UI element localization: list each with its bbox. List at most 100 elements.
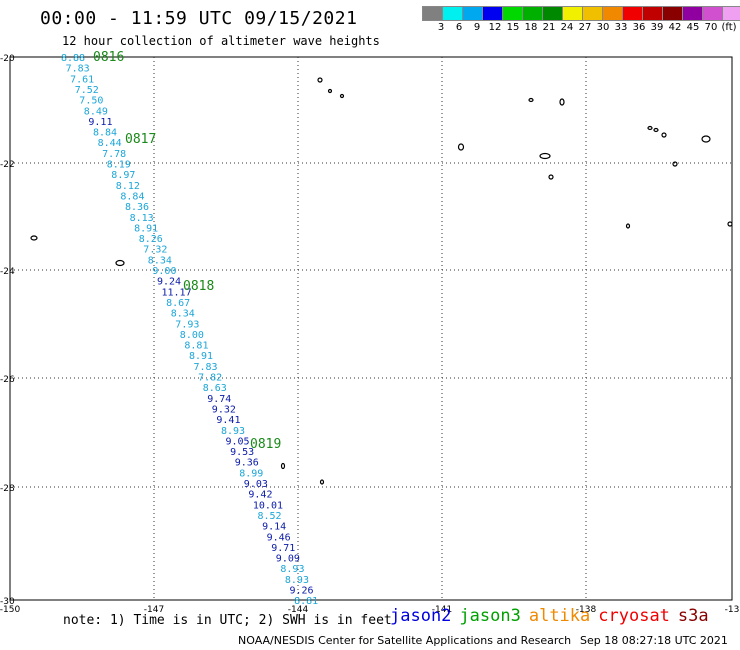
wave-height-value: 7.32 (143, 245, 167, 256)
wave-height-value: 7.52 (75, 85, 99, 96)
time-label: 0816 (93, 50, 124, 65)
wave-height-value: 8.36 (125, 202, 149, 213)
wave-height-value: 7.93 (175, 319, 199, 330)
colorbar-label: 36 (632, 22, 646, 33)
island-outline (339, 93, 345, 99)
wave-height-value: 9.03 (244, 479, 268, 490)
colorbar-label: 15 (506, 22, 520, 33)
wave-height-value: 8.12 (116, 181, 140, 192)
wave-height-value: 9.36 (235, 458, 259, 469)
y-tick-label: -30 (0, 597, 15, 607)
wave-height-value: 9.14 (262, 522, 286, 533)
time-label: 0818 (183, 279, 214, 294)
x-tick-label: -138 (576, 605, 597, 615)
x-tick-label: -144 (288, 605, 309, 615)
island-outline (115, 259, 125, 267)
wave-height-value: 8.84 (93, 128, 117, 139)
wave-height-value: 8.88 (61, 53, 85, 64)
island-outline (327, 88, 333, 94)
island-outline (625, 223, 631, 229)
wave-height-value: 9.42 (248, 490, 272, 501)
y-tick-label: -20 (0, 54, 15, 64)
wave-height-value: 7.83 (194, 362, 218, 373)
satellite-name: altika (528, 606, 591, 626)
island-outline (701, 135, 711, 143)
wave-height-value: 7.50 (79, 96, 103, 107)
wave-height-value: 10.01 (253, 500, 283, 511)
island-outline (319, 479, 325, 485)
wave-height-value: 9.41 (216, 415, 240, 426)
wave-height-value: 8.52 (258, 511, 282, 522)
satellite-name: s3a (677, 606, 709, 626)
colorbar-label: 27 (578, 22, 592, 33)
wave-height-value: 9.32 (212, 404, 236, 415)
wave-height-value: 9.09 (276, 554, 300, 565)
wave-height-value: 9.24 (157, 277, 181, 288)
colorbar-label: 33 (614, 22, 628, 33)
x-tick-label: -13 (725, 605, 740, 615)
wave-height-value: 7.82 (198, 373, 222, 384)
wave-height-value: 8.91 (189, 351, 213, 362)
wave-height-value: 8.91 (134, 223, 158, 234)
island-outline (280, 462, 286, 470)
y-tick-label: -26 (0, 375, 15, 385)
wave-height-value: 8.99 (239, 468, 263, 479)
wave-height-value: 8.81 (294, 596, 318, 607)
island-outline (539, 152, 551, 160)
satellite-track: 8.887.837.617.527.508.499.118.848.447.78… (61, 50, 318, 607)
wave-height-value: 8.84 (120, 192, 144, 203)
wave-height-value: 11.17 (162, 287, 192, 298)
wave-height-value: 7.78 (102, 149, 126, 160)
colorbar-label: 70 (704, 22, 718, 33)
colorbar-label: 24 (560, 22, 574, 33)
y-tick-label: -22 (0, 160, 15, 170)
wave-height-value: 8.44 (98, 138, 122, 149)
colorbar-label: 18 (524, 22, 538, 33)
axis-labels: -20 -22 -24 -26 -28 -30-150 -147 -144 -141 -138 -1… (0, 54, 739, 615)
map-subtitle: 12 hour collection of altimeter wave hei… (62, 34, 380, 48)
island-outline (528, 97, 534, 103)
colorbar-label: 6 (455, 22, 463, 33)
colorbar-label: 9 (473, 22, 481, 33)
island-outline (317, 77, 323, 83)
time-label: 0817 (125, 132, 156, 147)
wave-height-value: 9.05 (226, 436, 250, 447)
wave-height-value: 8.93 (280, 564, 304, 575)
colorbar-label: 42 (668, 22, 682, 33)
x-tick-label: -150 (0, 605, 20, 615)
wave-height-value: 9.26 (290, 586, 314, 597)
island-outline (30, 235, 38, 241)
wave-height-value: 8.81 (184, 341, 208, 352)
x-tick-label: -147 (144, 605, 164, 615)
wave-height-value: 8.00 (180, 330, 204, 341)
wave-height-value: 8.49 (84, 106, 108, 117)
y-tick-label: -28 (0, 484, 15, 494)
wave-height-value: 8.34 (171, 309, 195, 320)
wave-height-value: 9.11 (88, 117, 112, 128)
wave-height-value: 8.34 (148, 255, 172, 266)
wave-height-value: 8.13 (130, 213, 154, 224)
wave-height-value: 9.71 (271, 543, 295, 554)
satellite-name: jason2 (390, 606, 452, 626)
wave-height-value: 8.93 (285, 575, 309, 586)
island-outline (727, 221, 733, 227)
island-outline (661, 132, 667, 138)
island-outlines (30, 77, 733, 485)
plot-frame (9, 56, 733, 601)
colorbar-label: 3 (437, 22, 445, 33)
credit-line: NOAA/NESDIS Center for Satellite Applica… (238, 634, 572, 647)
satellite-name: cryosat (598, 606, 670, 626)
colorbar-label: 30 (596, 22, 610, 33)
footnote: note: 1) Time is in UTC; 2) SWH is in fe… (63, 613, 392, 628)
x-tick-label: -141 (432, 605, 452, 615)
wave-height-value: 8.26 (139, 234, 163, 245)
wave-height-value: 7.61 (70, 74, 94, 85)
colorbar-label: 12 (488, 22, 502, 33)
colorbar-cell (722, 6, 740, 21)
colorbar-label: (ft) (721, 22, 737, 33)
time-label: 0819 (250, 437, 281, 452)
satellite-name: jason3 (459, 606, 521, 626)
island-outline (548, 174, 554, 180)
